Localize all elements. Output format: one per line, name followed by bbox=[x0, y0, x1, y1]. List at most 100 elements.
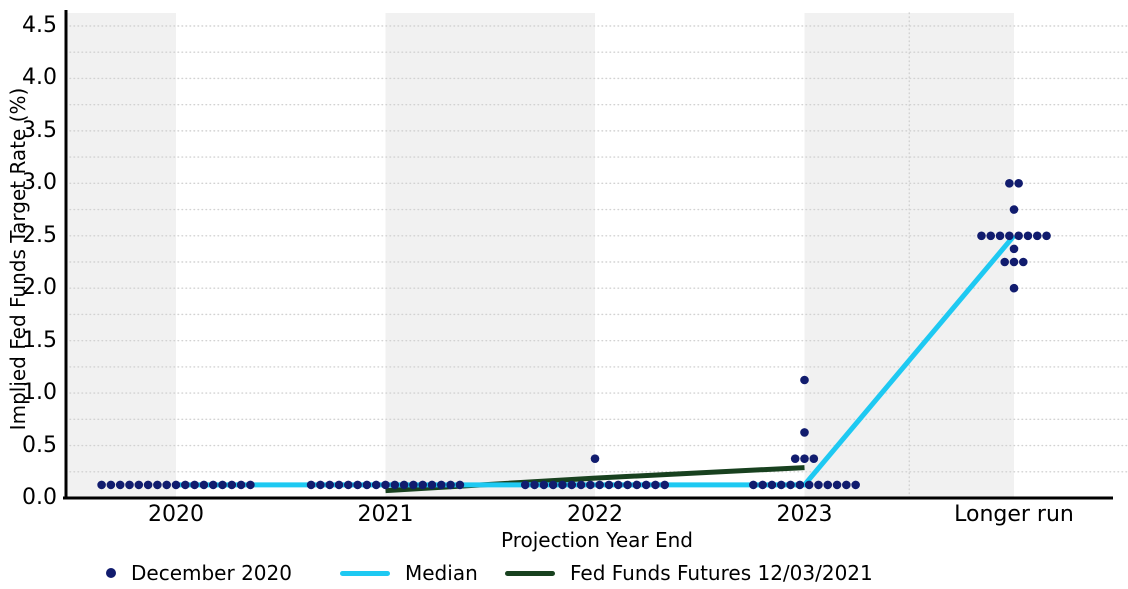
projection-dot bbox=[1042, 231, 1051, 241]
x-tick-label: Longer run bbox=[954, 502, 1074, 527]
projection-dot bbox=[758, 480, 767, 490]
projection-dot bbox=[1009, 257, 1019, 267]
projection-dot bbox=[334, 480, 344, 490]
projection-dot bbox=[1009, 244, 1019, 254]
shaded-band bbox=[66, 13, 176, 498]
projection-dot bbox=[851, 480, 860, 490]
projection-dot bbox=[162, 480, 171, 490]
projection-dot bbox=[381, 480, 390, 490]
projection-dot bbox=[1019, 257, 1028, 267]
y-tick-label: 0.0 bbox=[22, 485, 57, 510]
y-tick-label: 1.0 bbox=[22, 380, 57, 406]
projection-dot bbox=[767, 480, 777, 490]
projection-dot bbox=[227, 480, 237, 490]
projection-dot bbox=[115, 480, 125, 490]
projection-dot bbox=[208, 480, 218, 490]
projection-dot bbox=[409, 480, 418, 490]
projection-dot bbox=[371, 480, 381, 490]
projection-dot bbox=[106, 480, 116, 490]
projection-dot bbox=[595, 480, 604, 490]
projection-dot bbox=[1009, 205, 1019, 214]
x-tick-label: 2023 bbox=[776, 502, 833, 527]
projection-dot bbox=[97, 480, 106, 490]
projection-dot bbox=[613, 480, 623, 490]
y-tick-label: 1.5 bbox=[22, 327, 57, 353]
projection-dot bbox=[641, 480, 651, 490]
y-tick-label: 2.0 bbox=[22, 275, 57, 301]
projection-dot bbox=[995, 231, 1005, 241]
projection-dot bbox=[623, 480, 632, 490]
projection-dot bbox=[804, 480, 814, 490]
projection-dot bbox=[236, 480, 246, 490]
x-tick-label: 2022 bbox=[567, 502, 623, 527]
legend-label-median: Median bbox=[405, 561, 478, 585]
projection-dot bbox=[390, 480, 400, 490]
projection-dot bbox=[530, 480, 539, 490]
projection-dot bbox=[1005, 231, 1014, 241]
y-tick-label: 0.5 bbox=[22, 432, 57, 458]
projection-dot bbox=[790, 454, 800, 463]
projection-dot bbox=[246, 480, 255, 490]
projection-dot bbox=[125, 480, 134, 490]
projection-dot bbox=[316, 480, 325, 490]
projection-dot bbox=[344, 480, 353, 490]
projection-dot bbox=[1014, 179, 1023, 188]
y-tick-label: 2.5 bbox=[22, 222, 57, 248]
x-tick-label: 2020 bbox=[148, 502, 204, 527]
projection-dot bbox=[190, 480, 199, 490]
projection-dot bbox=[776, 480, 786, 490]
projection-dot bbox=[455, 480, 465, 490]
projection-dot bbox=[548, 480, 558, 490]
projection-dot bbox=[1009, 283, 1019, 293]
legend-item-fed-funds-futures: Fed Funds Futures 12/03/2021 bbox=[505, 558, 873, 588]
legend-label-fed-funds-futures: Fed Funds Futures 12/03/2021 bbox=[570, 561, 873, 585]
projection-dot bbox=[651, 480, 660, 490]
median-line-icon bbox=[340, 570, 390, 576]
projection-dot bbox=[1032, 231, 1042, 241]
y-tick-label: 3.0 bbox=[22, 170, 57, 196]
projection-dot bbox=[832, 480, 842, 490]
projection-dot bbox=[590, 454, 600, 463]
projection-dot bbox=[977, 231, 986, 241]
projection-dot bbox=[143, 480, 153, 490]
projection-dot bbox=[632, 480, 642, 490]
projection-dot bbox=[749, 480, 758, 490]
projection-dot bbox=[842, 480, 851, 490]
projection-dot bbox=[986, 231, 996, 241]
projection-dot bbox=[134, 480, 144, 490]
projection-dot bbox=[1023, 231, 1033, 241]
projection-dot bbox=[520, 480, 530, 490]
projection-dot bbox=[809, 454, 819, 463]
projection-dot bbox=[171, 480, 181, 490]
y-axis-title: Implied Fed Funds Target Rate (%) bbox=[6, 87, 30, 431]
projection-dot bbox=[1014, 231, 1023, 241]
legend: December 2020 Median Fed Funds Futures 1… bbox=[0, 558, 1128, 588]
futures-line-icon bbox=[505, 570, 555, 576]
shaded-band bbox=[385, 13, 595, 498]
legend-item-december-2020: December 2020 bbox=[106, 558, 292, 588]
x-tick-label: 2021 bbox=[357, 502, 414, 527]
projection-dot bbox=[539, 480, 549, 490]
projection-dot bbox=[418, 480, 428, 490]
projection-dot bbox=[558, 480, 567, 490]
projection-dot bbox=[567, 480, 577, 490]
projection-dot bbox=[353, 480, 362, 490]
projection-dot bbox=[800, 454, 809, 463]
projection-dot bbox=[814, 480, 823, 490]
projection-dot bbox=[362, 480, 372, 490]
projection-dot bbox=[660, 480, 670, 490]
projection-dot bbox=[1000, 257, 1009, 267]
projection-dot bbox=[800, 375, 809, 385]
legend-label-december-2020: December 2020 bbox=[131, 561, 292, 585]
projection-dot bbox=[446, 480, 455, 490]
projection-dot bbox=[800, 428, 809, 437]
y-tick-label: 4.0 bbox=[22, 65, 57, 91]
projection-dot bbox=[437, 480, 446, 490]
median-line bbox=[176, 234, 1016, 488]
projection-dot bbox=[218, 480, 227, 490]
projection-dot bbox=[586, 480, 595, 490]
projection-dot bbox=[199, 480, 209, 490]
dot-marker-icon bbox=[106, 568, 116, 578]
projection-dot bbox=[427, 480, 437, 490]
projection-dot bbox=[786, 480, 795, 490]
